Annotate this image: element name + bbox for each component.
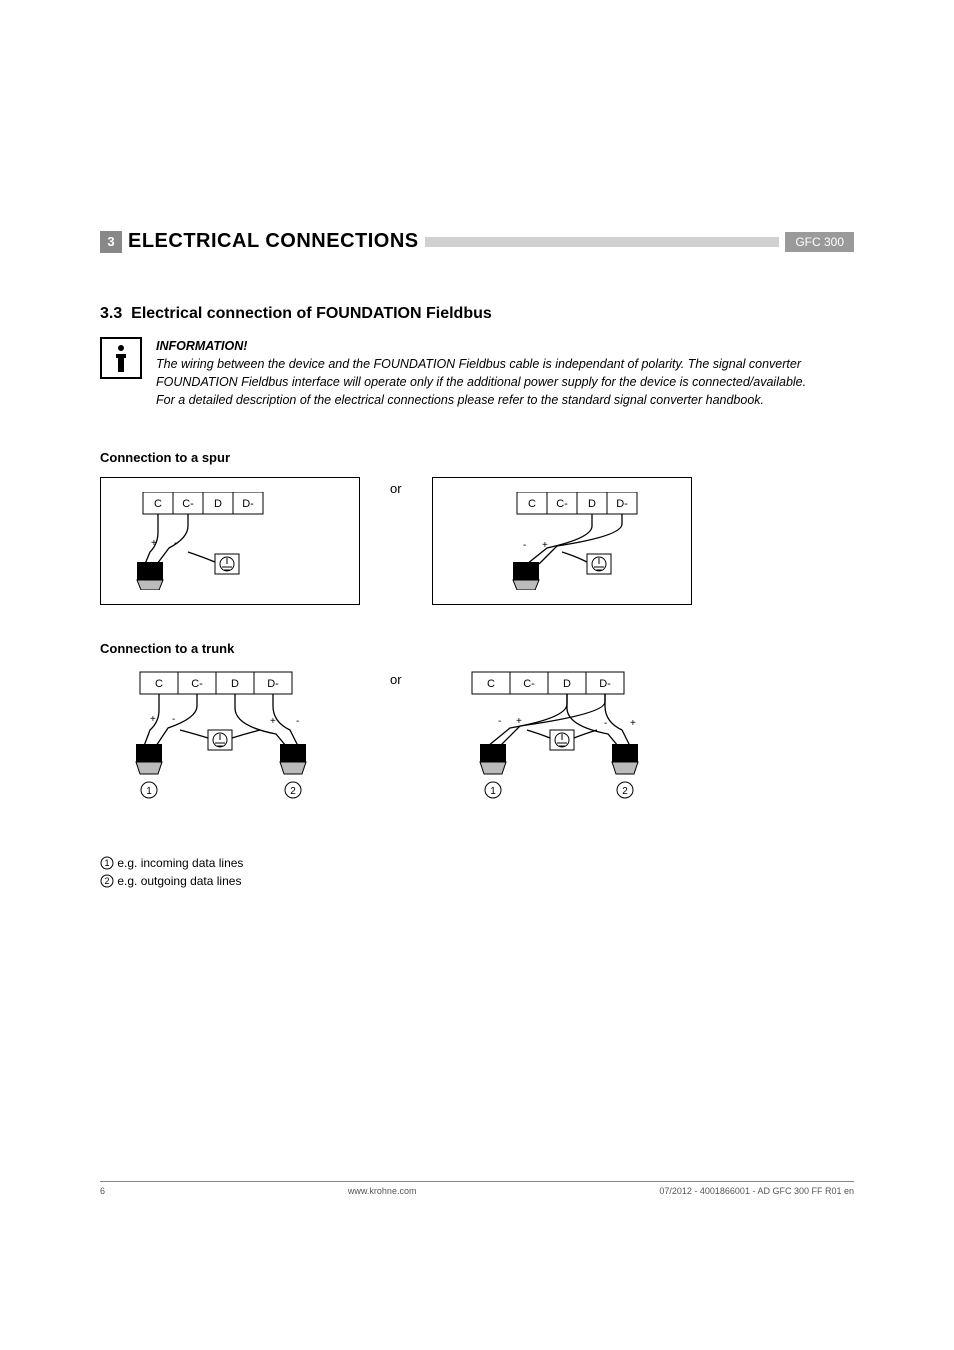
subsection-heading: 3.3 Electrical connection of FOUNDATION …: [100, 305, 854, 323]
svg-text:1: 1: [104, 858, 109, 868]
header-rule: [425, 237, 780, 247]
footer-page-number: 6: [100, 1186, 105, 1196]
svg-text:D-: D-: [267, 678, 279, 690]
svg-text:C: C: [155, 678, 163, 690]
svg-text:C-: C-: [523, 678, 535, 690]
svg-text:2: 2: [104, 876, 109, 886]
svg-text:+: +: [270, 716, 276, 727]
spur-diagram-right: C C- D D- - +: [432, 477, 692, 605]
svg-text:C-: C-: [556, 498, 568, 510]
trunk-diagram-right: C C- D D- - + - +: [432, 668, 692, 818]
svg-text:D: D: [588, 498, 596, 510]
svg-text:-: -: [498, 716, 501, 727]
spur-label: Connection to a spur: [100, 450, 854, 465]
footer-url: www.krohne.com: [348, 1186, 417, 1196]
info-body: The wiring between the device and the FO…: [156, 355, 854, 409]
svg-text:+: +: [542, 540, 548, 551]
svg-text:-: -: [174, 538, 177, 549]
svg-text:D: D: [563, 678, 571, 690]
svg-text:+: +: [151, 538, 157, 549]
svg-text:C-: C-: [182, 498, 194, 510]
svg-text:-: -: [296, 716, 299, 727]
svg-text:2: 2: [290, 786, 296, 797]
spur-or: or: [390, 477, 402, 496]
legend: 1 e.g. incoming data lines 2 e.g. outgoi…: [100, 854, 854, 890]
chapter-header: 3 ELECTRICAL CONNECTIONS GFC 300: [100, 230, 854, 253]
svg-text:+: +: [150, 714, 156, 725]
spur-diagrams: C C- D D- + -: [100, 477, 854, 605]
subsection-number: 3.3: [100, 305, 122, 322]
trunk-diagram-left: C C- D D- + - + -: [100, 668, 360, 818]
svg-text:-: -: [604, 718, 607, 729]
svg-text:1: 1: [490, 786, 496, 797]
subsection-title: Electrical connection of FOUNDATION Fiel…: [131, 305, 492, 322]
trunk-label: Connection to a trunk: [100, 641, 854, 656]
svg-text:C: C: [528, 498, 536, 510]
trunk-or: or: [390, 668, 402, 687]
svg-text:+: +: [630, 718, 636, 729]
svg-text:-: -: [523, 540, 526, 551]
svg-text:D-: D-: [599, 678, 611, 690]
svg-text:C: C: [154, 498, 162, 510]
svg-text:D-: D-: [242, 498, 254, 510]
spur-diagram-left: C C- D D- + -: [100, 477, 360, 605]
svg-text:+: +: [516, 716, 522, 727]
svg-text:-: -: [172, 714, 175, 725]
svg-text:C: C: [487, 678, 495, 690]
svg-text:D: D: [231, 678, 239, 690]
legend-line-1: 1 e.g. incoming data lines: [100, 854, 854, 872]
footer-doc-id: 07/2012 - 4001866001 - AD GFC 300 FF R01…: [659, 1186, 854, 1196]
info-icon: [100, 337, 142, 379]
page-footer: 6 www.krohne.com 07/2012 - 4001866001 - …: [100, 1181, 854, 1196]
information-note: INFORMATION! The wiring between the devi…: [100, 337, 854, 410]
svg-text:D: D: [214, 498, 222, 510]
svg-text:2: 2: [622, 786, 628, 797]
svg-text:D-: D-: [616, 498, 628, 510]
legend-line-2: 2 e.g. outgoing data lines: [100, 872, 854, 890]
svg-text:C-: C-: [191, 678, 203, 690]
section-title: ELECTRICAL CONNECTIONS: [128, 230, 419, 253]
svg-text:1: 1: [146, 786, 152, 797]
model-badge: GFC 300: [785, 232, 854, 252]
section-number-box: 3: [100, 231, 122, 253]
info-label: INFORMATION!: [156, 337, 854, 355]
trunk-diagrams: C C- D D- + - + -: [100, 668, 854, 818]
